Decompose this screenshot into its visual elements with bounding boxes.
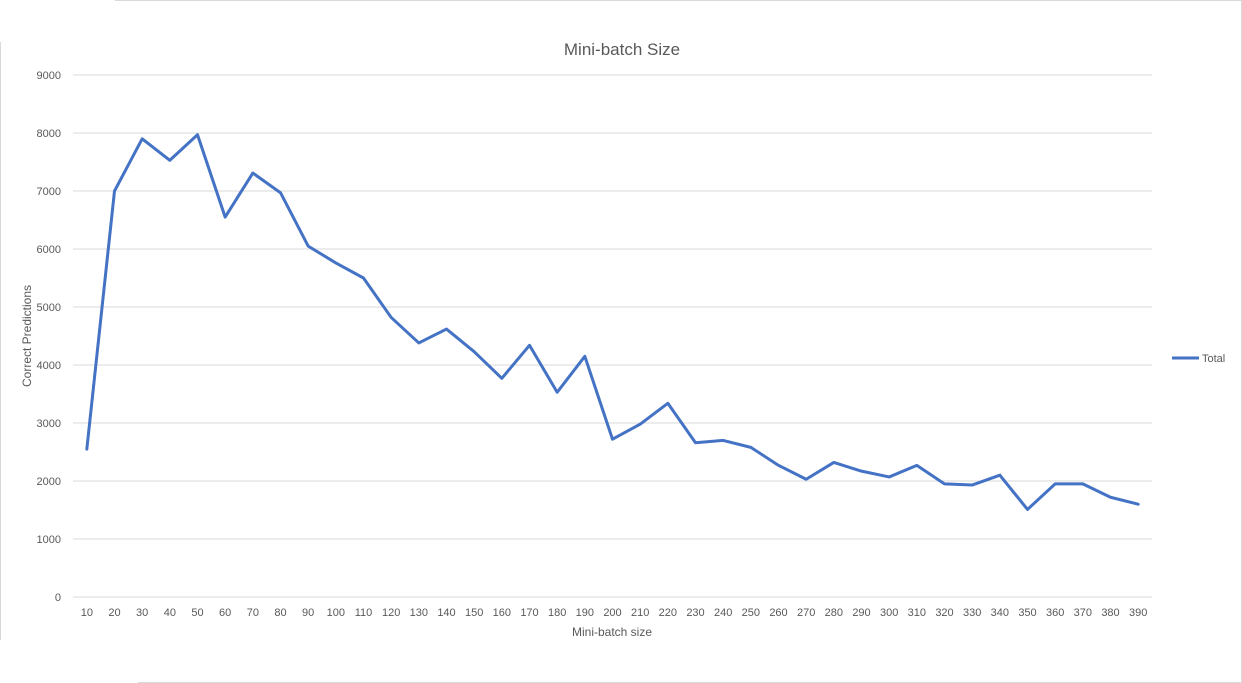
x-tick-label: 10 [81,607,93,619]
x-tick-label: 280 [825,607,843,619]
y-axis-tick-labels: 0 1000 2000 3000 4000 5000 6000 7000 8000 9000 [37,70,61,604]
y-tick-label: 8000 [37,128,61,140]
x-tick-label: 90 [302,607,314,619]
x-axis-tick-labels: 10 20 30 40 50 60 70 80 90 100 110 120 130 140 150 160 1… [81,607,1148,619]
frame-left-edge [0,42,1,640]
x-tick-label: 200 [603,607,621,619]
x-tick-label: 110 [355,607,373,619]
x-tick-label: 240 [714,607,732,619]
x-tick-label: 350 [1018,607,1036,619]
x-tick-label: 220 [659,607,677,619]
x-tick-label: 80 [274,607,286,619]
x-tick-label: 250 [742,607,760,619]
x-tick-label: 310 [908,607,926,619]
x-tick-label: 380 [1101,607,1119,619]
y-tick-label: 0 [55,592,61,604]
y-tick-label: 6000 [37,244,61,256]
x-tick-label: 270 [797,607,815,619]
x-tick-label: 210 [631,607,649,619]
x-tick-label: 100 [327,607,345,619]
x-tick-label: 150 [465,607,483,619]
y-tick-label: 7000 [37,186,61,198]
x-tick-label: 160 [493,607,511,619]
series-lines [85,133,1140,511]
x-tick-label: 190 [576,607,594,619]
frame-top-edge [115,0,1242,1]
y-tick-label: 5000 [37,302,61,314]
chart-title: Mini-batch Size [564,40,680,59]
x-tick-label: 140 [437,607,455,619]
y-axis-label: Correct Predictions [20,285,34,387]
y-tick-label: 2000 [37,476,61,488]
x-tick-label: 70 [247,607,259,619]
x-axis-label: Mini-batch size [572,625,652,639]
x-tick-label: 230 [686,607,704,619]
x-tick-label: 300 [880,607,898,619]
x-tick-label: 170 [520,607,538,619]
y-tick-label: 9000 [37,70,61,82]
y-tick-label: 4000 [37,360,61,372]
gridlines [73,74,1152,598]
x-tick-label: 30 [136,607,148,619]
legend: Total [1172,353,1225,365]
x-tick-label: 260 [769,607,787,619]
legend-label-total: Total [1202,353,1225,365]
x-tick-label: 330 [963,607,981,619]
x-tick-label: 50 [191,607,203,619]
x-tick-label: 320 [935,607,953,619]
x-tick-label: 340 [991,607,1009,619]
x-tick-label: 60 [219,607,231,619]
y-tick-label: 3000 [37,418,61,430]
x-tick-label: 290 [852,607,870,619]
x-tick-label: 180 [548,607,566,619]
series-line-total [85,133,1140,511]
y-tick-label: 1000 [37,534,61,546]
x-tick-label: 40 [164,607,176,619]
x-tick-label: 360 [1046,607,1064,619]
x-tick-label: 20 [108,607,120,619]
x-tick-label: 130 [410,607,428,619]
x-tick-label: 120 [382,607,400,619]
x-tick-label: 370 [1074,607,1092,619]
x-tick-label: 390 [1129,607,1147,619]
